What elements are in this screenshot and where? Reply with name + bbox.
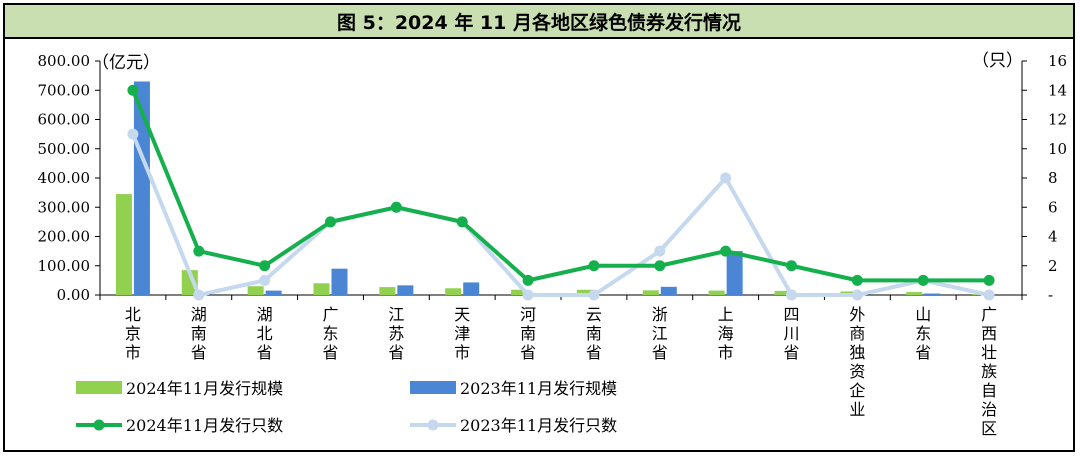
point-2023-count — [127, 128, 139, 140]
bar-2023-scale — [660, 286, 677, 295]
legend-marker — [93, 419, 105, 431]
point-2023-count — [259, 274, 271, 286]
bar-2024-scale — [642, 290, 659, 295]
point-2024-count — [325, 216, 336, 228]
line-2023-count — [131, 133, 990, 297]
left-tick-label: 100.00 — [38, 257, 91, 275]
category-label: 北京市 — [125, 305, 141, 362]
bar-2024-scale — [247, 286, 264, 295]
right-tick-label: 16 — [1048, 52, 1067, 70]
left-tick-label: 700.00 — [38, 81, 91, 99]
right-tick-label: 6 — [1048, 198, 1058, 216]
category-label: 广东省 — [322, 305, 338, 362]
category-label: 四川省 — [783, 305, 799, 362]
left-tick-label: 600.00 — [38, 111, 91, 129]
category-label: 外商独资企业 — [849, 305, 865, 419]
bar-2023-scale — [397, 285, 414, 295]
left-tick-label: 200.00 — [38, 228, 91, 246]
legend-label: 2023年11月发行规模 — [460, 379, 617, 398]
bar-2023-scale — [463, 282, 480, 295]
legend-label: 2024年11月发行只数 — [126, 416, 283, 435]
right-tick-label: 14 — [1048, 81, 1067, 99]
left-tick-label: 400.00 — [38, 169, 91, 187]
bar-2024-scale — [313, 283, 330, 295]
point-2023-count — [193, 289, 205, 301]
right-tick-label: 8 — [1048, 169, 1058, 187]
chart-title: 图 5：2024 年 11 月各地区绿色债券发行情况 — [336, 11, 741, 34]
bar-2024-scale — [181, 270, 198, 295]
category-label: 湖南省 — [191, 305, 207, 362]
point-2024-count — [456, 216, 468, 228]
category-label: 湖北省 — [257, 305, 273, 362]
category-label: 广西壮族自治区 — [981, 305, 997, 438]
category-label: 山东省 — [915, 305, 931, 362]
right-tick-label: 2 — [1048, 257, 1058, 275]
bar-2024-scale — [115, 194, 132, 295]
point-2023-count — [851, 289, 863, 301]
bar-2024-scale — [708, 290, 725, 295]
bar-2023-scale — [265, 290, 282, 295]
bar-2023-scale — [924, 293, 941, 295]
point-2024-count — [917, 274, 929, 286]
point-2024-count — [390, 201, 402, 213]
legend-swatch — [410, 381, 456, 394]
bar-2024-scale — [576, 289, 593, 295]
right-tick-label: - — [1048, 286, 1053, 304]
category-label: 云南省 — [586, 305, 602, 362]
point-2024-count — [720, 245, 732, 257]
bar-2024-scale — [511, 289, 528, 295]
right-tick-label: 4 — [1048, 228, 1058, 246]
bar-2023-scale — [726, 251, 743, 295]
point-2024-count — [127, 84, 139, 96]
left-tick-label: 300.00 — [38, 198, 91, 216]
point-2024-count — [588, 260, 600, 272]
bar-2024-scale — [379, 287, 396, 295]
bar-2023-scale — [331, 268, 348, 295]
point-2024-count — [851, 274, 863, 286]
point-2024-count — [654, 260, 666, 272]
point-2023-count — [786, 289, 797, 301]
bar-2024-scale — [774, 290, 791, 295]
chart-frame: 图 5：2024 年 11 月各地区绿色债券发行情况 — [3, 3, 1075, 452]
point-2024-count — [786, 260, 797, 272]
legend-label: 2023年11月发行只数 — [460, 416, 617, 435]
category-label: 浙江省 — [652, 305, 668, 362]
legend-label: 2024年11月发行规模 — [126, 379, 283, 398]
right-tick-label: 12 — [1048, 111, 1067, 129]
right-axis-unit: （只） — [972, 51, 1023, 71]
bar-2024-scale — [445, 288, 462, 295]
bar-2024-scale — [906, 292, 923, 295]
left-axis-unit: （亿元） — [92, 53, 160, 73]
point-2024-count — [193, 245, 205, 257]
left-tick-label: 0.00 — [57, 286, 90, 304]
point-2024-count — [259, 260, 271, 272]
category-label: 天津市 — [454, 305, 470, 362]
point-2023-count — [983, 289, 995, 301]
right-tick-label: 10 — [1048, 140, 1067, 158]
left-tick-label: 800.00 — [38, 52, 91, 70]
legend-swatch — [76, 381, 122, 394]
category-label: 上海市 — [718, 305, 734, 362]
point-2023-count — [522, 289, 534, 301]
point-2024-count — [983, 274, 995, 286]
left-tick-label: 500.00 — [38, 140, 91, 158]
point-2024-count — [522, 274, 534, 286]
category-label: 江苏省 — [388, 305, 404, 362]
legend-marker — [427, 419, 439, 431]
point-2023-count — [588, 289, 600, 301]
point-2023-count — [720, 172, 732, 184]
line-2024-count — [131, 89, 990, 283]
chart-title-bar: 图 5：2024 年 11 月各地区绿色债券发行情况 — [5, 5, 1073, 39]
category-label: 河南省 — [520, 305, 536, 362]
point-2023-count — [654, 245, 666, 257]
